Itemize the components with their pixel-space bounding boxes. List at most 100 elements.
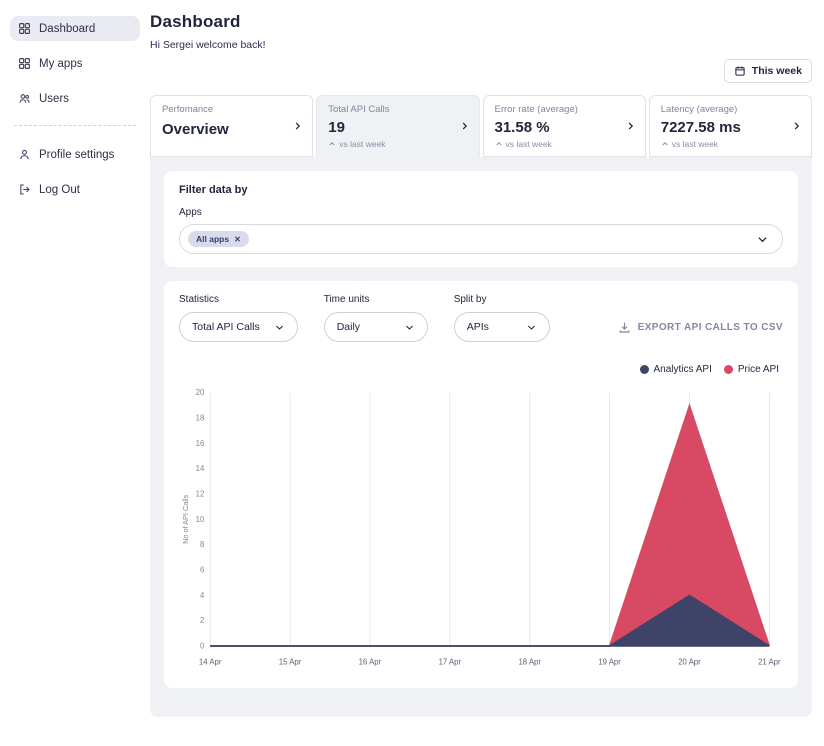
svg-text:16 Apr: 16 Apr [359,658,382,667]
time-units-dropdown[interactable]: Daily [323,312,428,342]
time-units-control: Time units Daily [323,294,428,342]
sidebar: Dashboard My apps Users Profile settings [0,0,150,746]
api-calls-chart: 0 2 4 6 8 10 12 14 16 18 20 14 Apr 15 Apr 16 Apr 17 Ap… [181,388,781,667]
svg-text:14: 14 [196,464,205,473]
statistics-dropdown[interactable]: Total API Calls [179,312,298,342]
filter-title: Filter data by [179,184,248,196]
svg-text:10: 10 [196,515,205,524]
svg-text:18 Apr: 18 Apr [518,658,541,667]
sidebar-item-label: Log Out [39,183,80,196]
tab-label: Perfomance [162,104,214,115]
svg-text:6: 6 [200,565,204,574]
svg-text:17 Apr: 17 Apr [439,658,462,667]
svg-text:4: 4 [200,591,205,600]
tab-trend-label: vs last week [671,139,719,149]
split-by-control: Split by APIs [453,294,550,342]
time-units-label: Time units [323,294,370,305]
sidebar-item-users[interactable]: Users [10,86,140,111]
selected-app-pill[interactable]: All apps ✕ [188,231,249,247]
tab-latency[interactable]: Latency (average) 7227.58 ms vs last wee… [648,95,812,157]
chart-controls: Statistics Total API Calls Time units Da… [179,294,783,342]
remove-app-icon[interactable]: ✕ [234,234,241,244]
chevron-right-icon [459,121,470,132]
tab-trend: vs last week [495,139,619,149]
sidebar-item-label: Dashboard [39,22,96,35]
legend-dot [639,365,649,374]
svg-text:14 Apr: 14 Apr [199,658,222,667]
chevron-right-icon [292,121,303,132]
tab-trend: vs last week [661,139,785,149]
statistics-label: Statistics [179,294,220,305]
statistics-section: Statistics Total API Calls Time units Da… [164,281,798,689]
chart-legend: Analytics API Price API [179,364,779,375]
sidebar-item-label: My apps [39,57,83,70]
svg-text:0: 0 [200,641,205,650]
svg-text:No of API Calls: No of API Calls [181,494,190,543]
chevron-right-icon [791,121,802,132]
tab-label: Total API Calls [328,104,390,115]
svg-text:18: 18 [196,414,205,423]
tab-trend-label: vs last week [505,139,552,149]
chevron-down-icon [404,322,415,333]
time-units-value: Daily [336,321,361,333]
caret-up-icon [661,140,669,148]
svg-text:16: 16 [196,439,205,448]
content-panel: Filter data by Apps All apps ✕ Statisti [150,157,812,717]
tab-label: Latency (average) [660,104,738,115]
chevron-right-icon [625,121,636,132]
svg-text:21 Apr: 21 Apr [758,658,781,667]
sidebar-divider [14,125,136,126]
tab-label: Error rate (average) [494,104,578,115]
sidebar-item-profile-settings[interactable]: Profile settings [10,142,140,167]
svg-text:8: 8 [200,540,204,549]
logout-icon [18,183,31,196]
caret-up-icon [328,140,336,148]
page-title: Dashboard [150,12,241,31]
chevron-down-icon [756,233,769,246]
sidebar-item-my-apps[interactable]: My apps [10,51,140,76]
legend-label: Analytics API [653,364,712,375]
statistics-control: Statistics Total API Calls [179,294,298,342]
tab-error-rate[interactable]: Error rate (average) 31.58 % vs last wee… [482,95,646,157]
welcome-text: Hi Sergei welcome back! [150,39,266,51]
sidebar-item-label: Users [39,92,70,105]
legend-item-price-api: Price API [723,364,779,375]
calendar-icon [734,65,746,77]
sidebar-item-label: Profile settings [39,148,115,161]
tab-trend-label: vs last week [339,139,386,149]
tab-value: 19 [328,118,345,136]
statistics-value: Total API Calls [192,321,260,333]
main-content: Dashboard Hi Sergei welcome back! This w… [150,0,824,746]
sidebar-item-log-out[interactable]: Log Out [10,177,140,202]
tab-value: 7227.58 ms [660,118,741,136]
legend-item-analytics-api: Analytics API [639,364,712,375]
svg-text:20 Apr: 20 Apr [678,658,701,667]
tab-value: Overview [162,121,229,138]
selected-app-label: All apps [196,234,230,244]
users-icon [18,92,31,105]
svg-text:19 Apr: 19 Apr [598,658,621,667]
split-by-label: Split by [453,294,487,305]
tab-value: 31.58 % [494,118,550,136]
legend-label: Price API [737,364,779,375]
apps-grid-icon [18,57,31,70]
legend-dot [723,365,733,374]
this-week-button[interactable]: This week [723,59,812,83]
tab-performance-overview[interactable]: Perfomance Overview [150,95,314,157]
svg-text:2: 2 [200,616,204,625]
sidebar-item-dashboard[interactable]: Dashboard [10,16,140,41]
caret-up-icon [495,140,503,148]
apps-multiselect[interactable]: All apps ✕ [179,224,783,254]
split-by-value: APIs [466,321,489,333]
export-csv-label: EXPORT API CALLS TO CSV [637,322,783,333]
download-icon [618,321,631,334]
export-csv-button[interactable]: EXPORT API CALLS TO CSV [618,321,783,342]
stat-tabs: Perfomance Overview Total API Calls 19 v… [150,95,812,157]
svg-text:15 Apr: 15 Apr [279,658,302,667]
split-by-dropdown[interactable]: APIs [453,312,550,342]
dashboard-grid-icon [18,22,31,35]
tab-total-api-calls[interactable]: Total API Calls 19 vs last week [316,95,480,157]
apps-label: Apps [179,207,202,218]
filter-section: Filter data by Apps All apps ✕ [164,171,798,267]
